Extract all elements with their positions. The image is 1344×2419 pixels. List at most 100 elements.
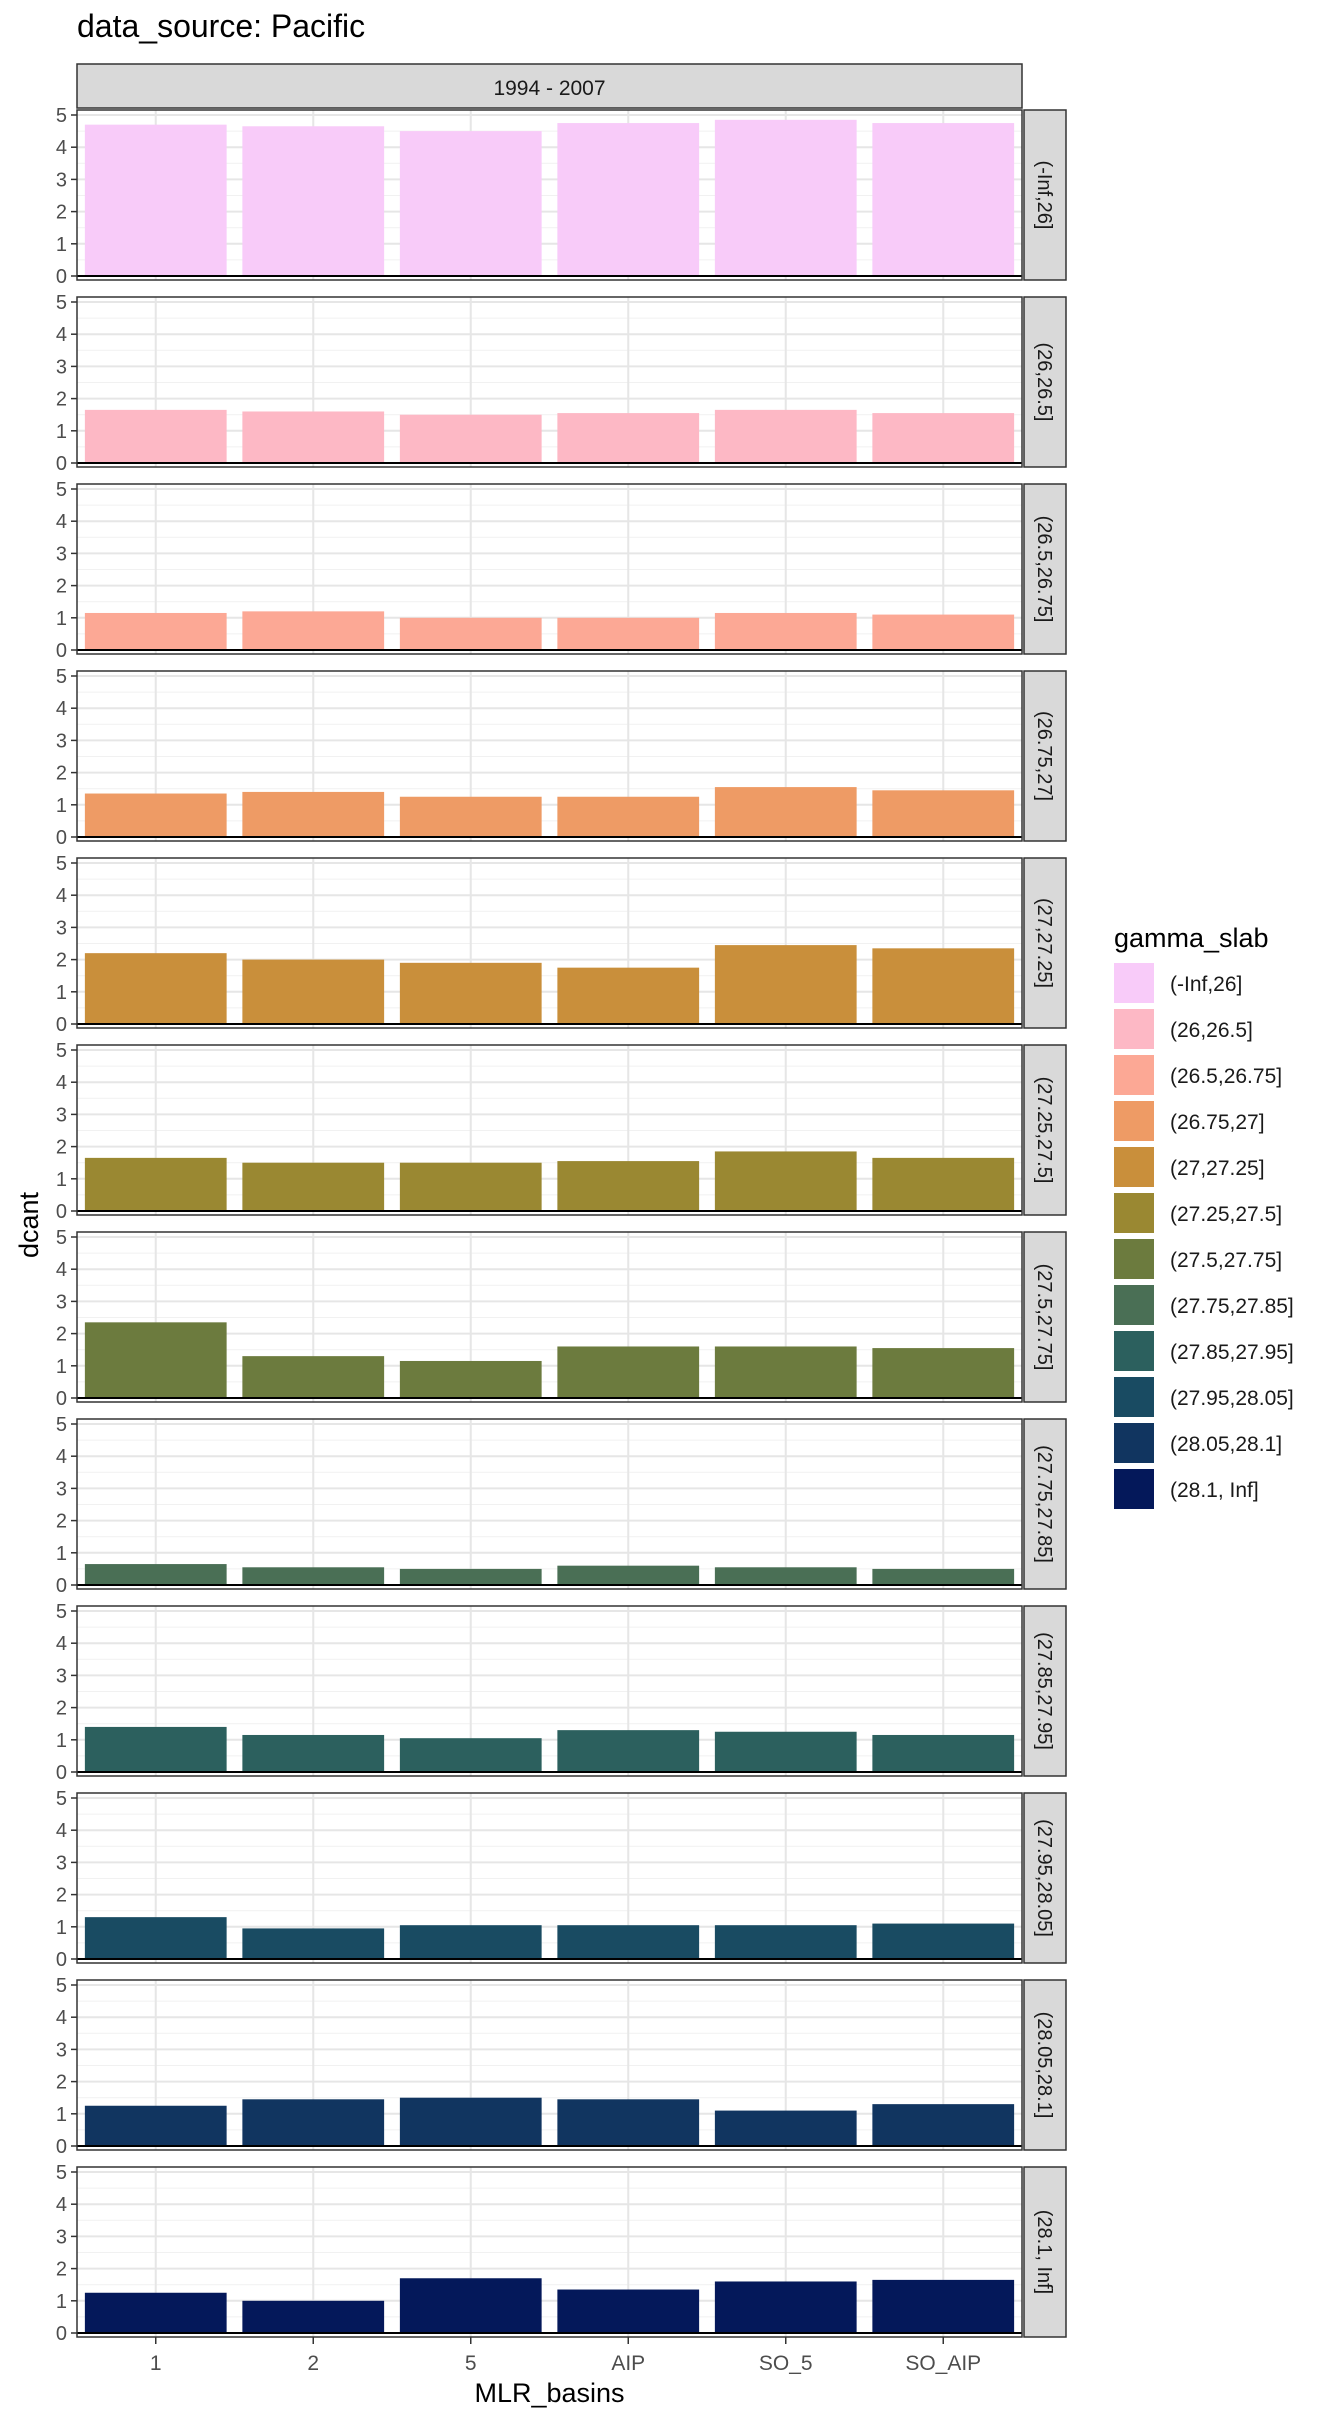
- legend-swatch: [1114, 1423, 1154, 1463]
- panel-border: [76, 2166, 1023, 2338]
- y-tick-label: 2: [56, 389, 67, 411]
- y-tick-label: 5: [56, 479, 67, 501]
- y-tick-label: 0: [56, 827, 67, 849]
- y-tick-label: 4: [56, 324, 67, 346]
- bar: [399, 131, 542, 276]
- legend-swatch: [1114, 1009, 1154, 1049]
- y-tick-label: 0: [56, 1014, 67, 1036]
- row-strip: [1023, 1979, 1067, 2151]
- bar: [872, 1568, 1015, 1585]
- row-strip: [1023, 483, 1067, 655]
- x-tick-label: 1: [150, 2352, 162, 2375]
- bar: [557, 1346, 700, 1398]
- x-axis: 1 2 5 AIP SO_5 SO_AIP: [150, 2337, 981, 2375]
- row-strip-label: (28.1, Inf]: [1033, 2210, 1055, 2295]
- bar: [242, 611, 385, 650]
- row-strip-label: (28.05,28.1]: [1033, 2012, 1055, 2119]
- bar: [872, 123, 1015, 276]
- legend-swatch: [1114, 1147, 1154, 1187]
- legend-swatch: [1114, 963, 1154, 1003]
- legend-label: (-Inf,26]: [1170, 973, 1242, 996]
- bar: [714, 2281, 857, 2333]
- y-tick-label: 5: [56, 105, 67, 127]
- legend-label: (27.85,27.95]: [1170, 1341, 1294, 1364]
- y-tick-label: 1: [56, 421, 67, 443]
- y-tick-label: 3: [56, 917, 67, 939]
- bar: [714, 409, 857, 463]
- y-tick-label: 5: [56, 292, 67, 314]
- facet-panel: 0 1 2 3 4 5 (27.5,27.75]: [56, 1227, 1067, 1410]
- legend-label: (28.1, Inf]: [1170, 1479, 1259, 1502]
- y-tick-label: 4: [56, 1446, 67, 1468]
- y-tick-label: 0: [56, 1949, 67, 1971]
- bar: [557, 2289, 700, 2333]
- y-tick-label: 5: [56, 1040, 67, 1062]
- bar: [399, 1568, 542, 1585]
- legend-swatch: [1114, 1239, 1154, 1279]
- row-strip: [1023, 109, 1067, 281]
- y-tick-label: 0: [56, 1388, 67, 1410]
- panel-border: [76, 1418, 1023, 1590]
- x-tick-label: 2: [307, 2352, 319, 2375]
- y-tick-label: 2: [56, 576, 67, 598]
- bar: [557, 967, 700, 1024]
- bar: [242, 959, 385, 1024]
- row-strip-label: (26.5,26.75]: [1033, 516, 1055, 623]
- x-tick-label: SO_5: [759, 2352, 813, 2375]
- y-tick-label: 0: [56, 266, 67, 288]
- y-tick-label: 1: [56, 608, 67, 630]
- y-tick-label: 1: [56, 1169, 67, 1191]
- bar: [872, 614, 1015, 650]
- facet-panel: 0 1 2 3 4 5 (26,26.5]: [56, 292, 1067, 475]
- bar: [399, 796, 542, 837]
- y-tick-label: 1: [56, 234, 67, 256]
- row-strip-label: (27,27.25]: [1033, 898, 1055, 988]
- bar: [872, 1923, 1015, 1959]
- y-tick-label: 5: [56, 1788, 67, 1810]
- y-tick-label: 4: [56, 1633, 67, 1655]
- panel-border: [76, 296, 1023, 468]
- bar: [557, 1730, 700, 1772]
- facet-panel: 0 1 2 3 4 5 (27,27.25]: [56, 853, 1067, 1036]
- legend-swatch: [1114, 1101, 1154, 1141]
- facet-panel: 0 1 2 3 4 5 (27.85,27.95]: [56, 1601, 1067, 1784]
- facet-panel: 0 1 2 3 4 5 (26.5,26.75]: [56, 479, 1067, 662]
- legend-label: (26.5,26.75]: [1170, 1065, 1282, 1088]
- bar: [84, 2105, 227, 2146]
- y-tick-label: 5: [56, 1414, 67, 1436]
- y-tick-label: 4: [56, 2194, 67, 2216]
- panel-border: [76, 109, 1023, 281]
- y-tick-label: 4: [56, 1072, 67, 1094]
- bar: [557, 1565, 700, 1585]
- y-tick-label: 0: [56, 453, 67, 475]
- y-tick-label: 2: [56, 1324, 67, 1346]
- y-tick-label: 2: [56, 1698, 67, 1720]
- y-tick-label: 4: [56, 698, 67, 720]
- facet-panel: 0 1 2 3 4 5 (-Inf,26]: [56, 105, 1067, 288]
- row-strip-label: (27.75,27.85]: [1033, 1445, 1055, 1563]
- legend-swatch: [1114, 1377, 1154, 1417]
- bar: [872, 413, 1015, 463]
- bar: [872, 790, 1015, 837]
- row-strip: [1023, 857, 1067, 1029]
- bar: [84, 1157, 227, 1211]
- bar: [84, 793, 227, 837]
- y-tick-label: 0: [56, 1575, 67, 1597]
- bar: [557, 123, 700, 276]
- row-strip-label: (27.95,28.05]: [1033, 1819, 1055, 1937]
- legend-swatch: [1114, 1469, 1154, 1509]
- row-strip-label: (26.75,27]: [1033, 711, 1055, 801]
- column-strip: 1994 - 2007: [76, 63, 1023, 109]
- bar: [399, 1162, 542, 1211]
- bar: [84, 612, 227, 650]
- facet-panels: 0 1 2 3 4 5 (-Inf,26] 0 1 2 3 4 5 (26,26.5] 0 1 2 3 4 5 (26.…: [56, 105, 1067, 2345]
- y-tick-label: 3: [56, 1478, 67, 1500]
- y-tick-label: 0: [56, 640, 67, 662]
- bar: [399, 1360, 542, 1398]
- legend-label: (27.5,27.75]: [1170, 1249, 1282, 1272]
- x-tick-label: SO_AIP: [905, 2352, 981, 2375]
- bar: [242, 1162, 385, 1211]
- bar: [557, 1161, 700, 1211]
- y-tick-label: 5: [56, 853, 67, 875]
